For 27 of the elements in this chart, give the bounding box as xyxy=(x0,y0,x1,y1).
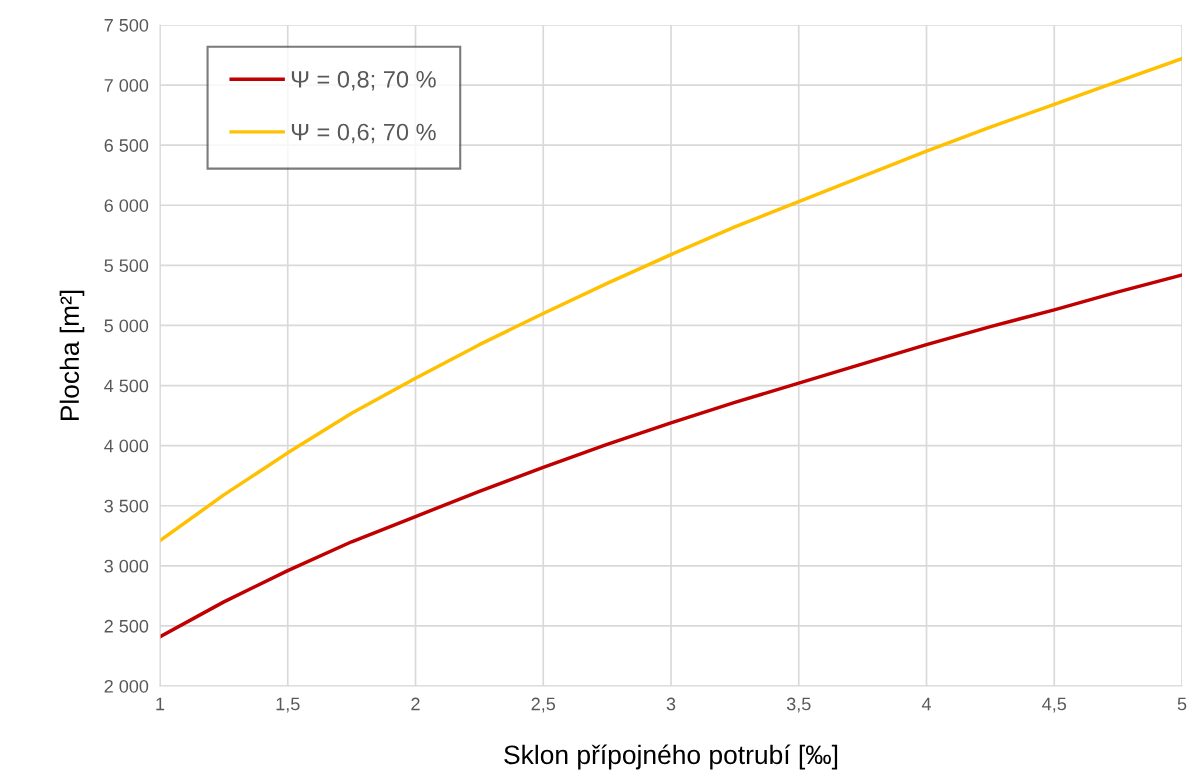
x-tick-label: 3,5 xyxy=(786,697,811,713)
y-tick-label: 2 000 xyxy=(104,679,149,693)
legend-label: Ψ = 0,8; 70 % xyxy=(291,70,436,91)
y-tick-label: 6 000 xyxy=(104,199,149,212)
x-axis-title: Sklon přípojného potrubí [‰] xyxy=(504,744,838,770)
y-tick-label: 7 500 xyxy=(104,18,149,32)
y-axis-title: Plocha [m²] xyxy=(59,290,85,421)
legend-label: Ψ = 0,6; 70 % xyxy=(291,123,436,144)
line-series xyxy=(160,273,1182,639)
x-tick-label: 2 xyxy=(411,697,420,711)
x-tick-label: 1 xyxy=(156,697,165,711)
x-tick-label: 3 xyxy=(666,697,676,711)
y-tick-label: 4 500 xyxy=(104,379,149,393)
x-tick-label: 2,5 xyxy=(531,697,556,713)
y-tick-label: 4 000 xyxy=(104,439,149,453)
x-tick-label: 5 xyxy=(1177,697,1187,711)
y-tick-label: 6 500 xyxy=(104,139,149,152)
y-tick-label: 7 000 xyxy=(104,79,149,92)
x-tick-label: 4 xyxy=(921,697,931,711)
x-tick-label: 4,5 xyxy=(1042,697,1067,713)
y-tick-label: 2 500 xyxy=(104,619,149,633)
y-tick-label: 3 500 xyxy=(104,499,149,513)
x-tick-label: 1,5 xyxy=(276,697,300,713)
y-tick-label: 5 000 xyxy=(104,319,149,333)
y-tick-label: 5 500 xyxy=(104,259,149,273)
line-series xyxy=(160,56,1182,543)
y-tick-label: 3 000 xyxy=(104,559,149,573)
